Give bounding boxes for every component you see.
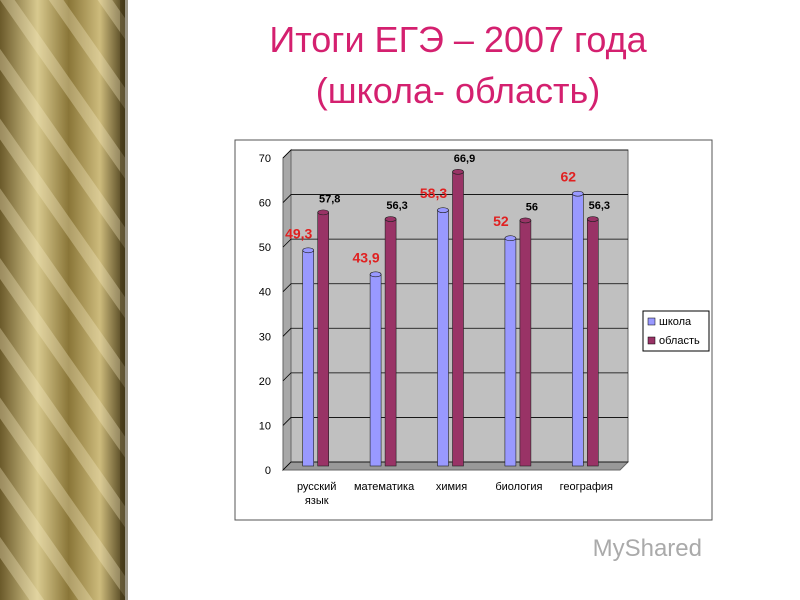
y-tick-label: 10	[259, 420, 271, 432]
bar-cap	[437, 207, 449, 213]
decor-stripes	[0, 0, 125, 600]
y-tick-label: 70	[259, 153, 271, 165]
x-tick-label: русский язык	[296, 481, 337, 507]
bar-cap	[384, 216, 397, 222]
legend-swatch	[647, 317, 656, 326]
bar-cap	[317, 209, 330, 216]
bar	[519, 220, 532, 467]
bar	[452, 171, 464, 467]
data-label: 52	[493, 213, 509, 229]
y-tick-label: 30	[259, 331, 271, 343]
bar	[302, 249, 315, 467]
decor-edge	[120, 0, 128, 600]
bar-cap	[519, 217, 532, 224]
data-label: 62	[561, 169, 577, 185]
data-label: 56,3	[386, 200, 407, 212]
bar-cap	[369, 271, 382, 278]
data-label: 57,8	[319, 193, 340, 205]
legend-label: область	[659, 335, 700, 347]
chart-subtitle: (школа- область)	[316, 70, 601, 111]
legend-box	[642, 310, 710, 352]
data-label: 58,3	[420, 185, 447, 201]
bar	[504, 237, 517, 467]
grid-line	[282, 149, 628, 159]
legend-swatch	[647, 336, 656, 345]
bar	[317, 212, 330, 467]
y-tick-label: 60	[259, 198, 271, 210]
x-tick-label: химия	[435, 481, 468, 493]
bar-cap	[452, 169, 464, 175]
bar-cap	[586, 216, 599, 222]
x-tick-label: математика	[353, 481, 415, 493]
data-label: 43,9	[352, 249, 379, 265]
plot-side	[282, 148, 292, 472]
y-tick-label: 50	[259, 242, 271, 254]
data-label: 49,3	[285, 225, 312, 241]
bar	[586, 218, 599, 467]
x-tick-label: география	[559, 481, 613, 493]
bar-cap	[571, 190, 584, 197]
x-tick-label: биология	[495, 481, 543, 493]
bar	[384, 218, 397, 467]
bar	[369, 274, 382, 467]
legend-label: школа	[659, 316, 692, 328]
bar-cap	[504, 235, 517, 242]
data-label: 56	[526, 201, 538, 213]
bar	[437, 209, 449, 467]
data-label: 56,3	[589, 200, 610, 212]
data-label: 66,9	[454, 153, 475, 165]
chart-title: Итоги ЕГЭ – 2007 года	[269, 19, 647, 60]
bar-cap	[302, 247, 315, 254]
y-tick-label: 0	[265, 465, 271, 477]
grid-line	[282, 194, 628, 203]
bar	[571, 193, 584, 467]
y-tick-label: 40	[259, 287, 271, 299]
watermark: MyShared	[593, 535, 702, 562]
y-tick-label: 20	[259, 376, 271, 388]
